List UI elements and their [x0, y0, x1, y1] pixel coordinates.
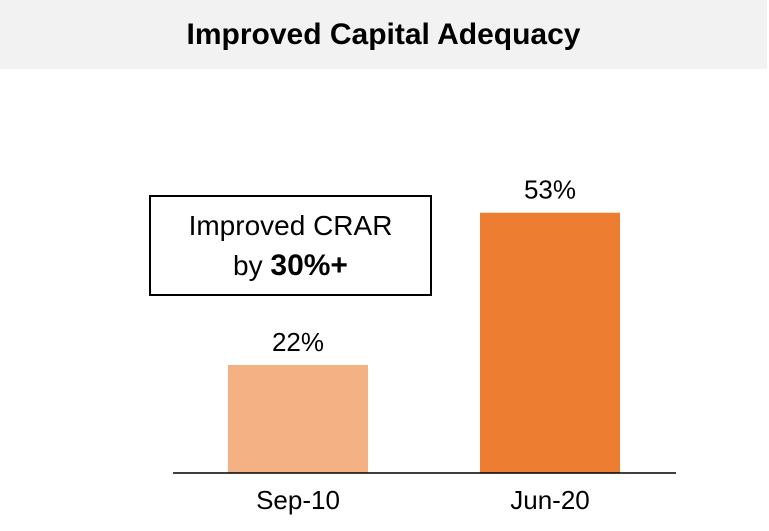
crar-callout-box: Improved CRAR by 30%+ — [149, 195, 432, 296]
chart-title: Improved Capital Adequacy — [186, 17, 581, 51]
bar-jun-20 — [480, 212, 620, 473]
callout-line1: Improved CRAR — [188, 209, 393, 241]
callout-emphasis: 30%+ — [270, 248, 348, 282]
x-tick-sep-10: Sep-10 — [256, 485, 340, 515]
x-tick-jun-20: Jun-20 — [510, 485, 590, 515]
title-bar: Improved Capital Adequacy — [0, 0, 767, 69]
data-label-jun-20: 53% — [524, 175, 576, 205]
bar-sep-10 — [228, 364, 368, 473]
callout-prefix: by — [233, 249, 271, 281]
data-label-sep-10: 22% — [272, 327, 324, 357]
callout-line2: by 30%+ — [233, 246, 348, 286]
